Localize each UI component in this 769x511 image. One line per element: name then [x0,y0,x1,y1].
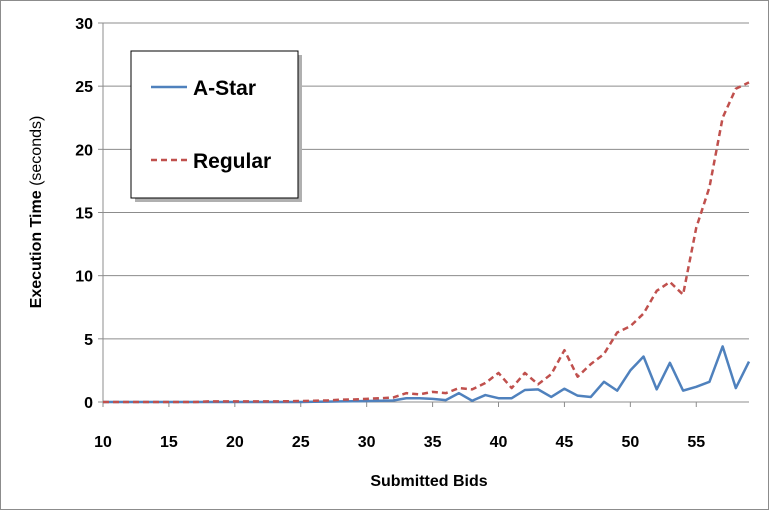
x-tick-label-10: 10 [94,434,112,451]
tick-labels: 0 5 10 15 20 25 30 10 15 20 25 30 35 40 45 50 55 [75,16,705,451]
y-tick-label-15: 15 [75,206,93,223]
x-tick-label-40: 40 [490,434,508,451]
y-tick-label-30: 30 [75,16,93,33]
y-axis-title: Execution Time (seconds) [28,116,45,309]
x-tick-label-45: 45 [556,434,574,451]
y-tick-label-25: 25 [75,79,93,96]
legend-label-a-star: A-Star [193,77,256,100]
y-axis-title-main: Execution Time [28,190,45,308]
y-tick-label-10: 10 [75,269,93,286]
legend-box [130,50,299,199]
series-lines [103,81,751,404]
x-tick-label-30: 30 [358,434,376,451]
y-axis-title-unit: (seconds) [28,116,45,186]
x-tick-label-50: 50 [621,434,639,451]
series-line-regular [103,81,750,404]
x-axis-title: Submitted Bids [370,473,487,490]
x-tick-label-20: 20 [226,434,244,451]
x-tick-label-25: 25 [292,434,310,451]
x-tick-label-55: 55 [687,434,705,451]
y-tick-label-0: 0 [84,395,93,412]
series-line-a-star [103,345,751,404]
x-tick-label-35: 35 [424,434,442,451]
legend-label-regular: Regular [193,150,271,173]
y-tick-label-5: 5 [84,332,93,349]
x-tick-label-15: 15 [160,434,178,451]
y-tick-label-20: 20 [75,142,93,159]
legend: A-Star Regular [130,50,302,202]
